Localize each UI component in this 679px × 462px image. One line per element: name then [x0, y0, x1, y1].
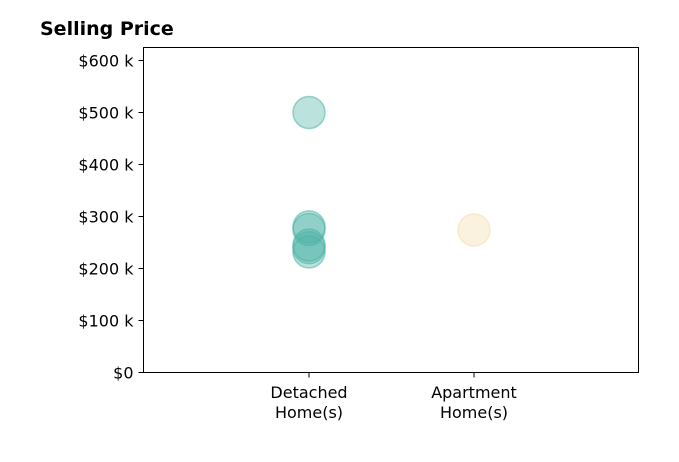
y-tick-label: $200 k: [78, 260, 134, 279]
x-tick-label: Apartment Home(s): [431, 383, 517, 422]
x-tick-label: Detached Home(s): [270, 383, 347, 422]
y-tick-label: $300 k: [78, 208, 134, 227]
y-axis: $0 $100 k $200 k $300 k $400 k $500 k $600 k: [78, 52, 144, 383]
y-tick-label: $500 k: [78, 104, 134, 123]
y-tick-label: $100 k: [78, 312, 134, 331]
x-axis: Detached Home(s) Apartment Home(s): [270, 372, 517, 422]
data-point: [457, 213, 491, 247]
data-point: [292, 235, 326, 269]
y-tick-label: $600 k: [78, 52, 134, 71]
data-points: [292, 95, 491, 269]
y-tick-label: $400 k: [78, 156, 134, 175]
data-point: [292, 95, 326, 130]
chart-title: Selling Price: [40, 18, 174, 40]
y-tick-label: $0: [113, 364, 133, 383]
plot-area-frame: [143, 47, 639, 373]
